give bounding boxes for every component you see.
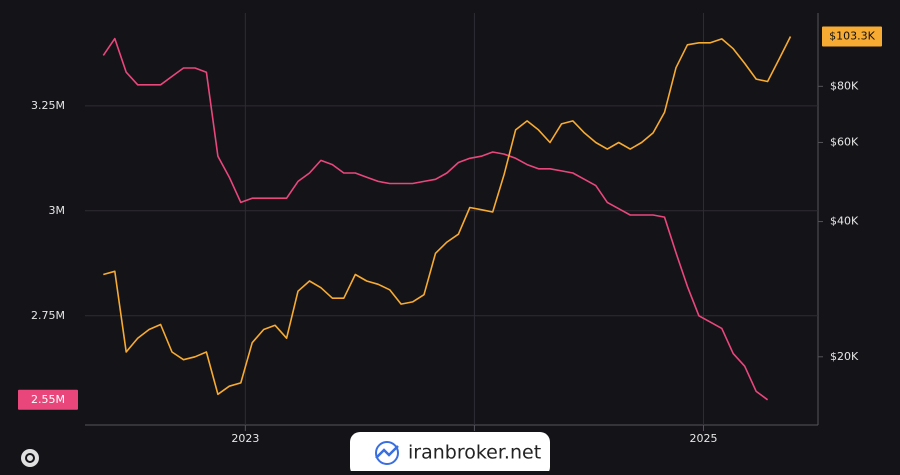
y-tick-label: 3.25M (31, 99, 65, 112)
y2-tick-label: $80K (830, 79, 859, 92)
y-tick-label: 3M (49, 204, 66, 217)
copyright-icon-inner (25, 453, 35, 463)
copyright-icon (21, 449, 39, 467)
y2-tick-label: $60K (830, 135, 859, 148)
value-label: 2.55M (31, 393, 65, 406)
watermark-icon (375, 445, 399, 459)
y2-tick-label: $20K (830, 350, 859, 363)
value-badge (18, 389, 78, 410)
x-tick-label: 2025 (689, 432, 717, 445)
y-tick-label: 2.75M (31, 309, 65, 322)
watermark-box (350, 432, 550, 475)
x-tick-label: 2023 (231, 432, 259, 445)
y2-tick-label: $40K (830, 215, 859, 228)
watermark: iranbroker.net (350, 432, 550, 475)
series-line (103, 36, 792, 396)
value-label: $103.3K (829, 29, 875, 42)
series-line (102, 37, 769, 401)
watermark-icon-ring (375, 441, 399, 465)
watermark-text: iranbroker.net (408, 442, 541, 464)
value-badge (822, 26, 882, 47)
plot: 2.75M3M3.25M$20K$40K$60K$80K202320242025… (18, 13, 882, 445)
